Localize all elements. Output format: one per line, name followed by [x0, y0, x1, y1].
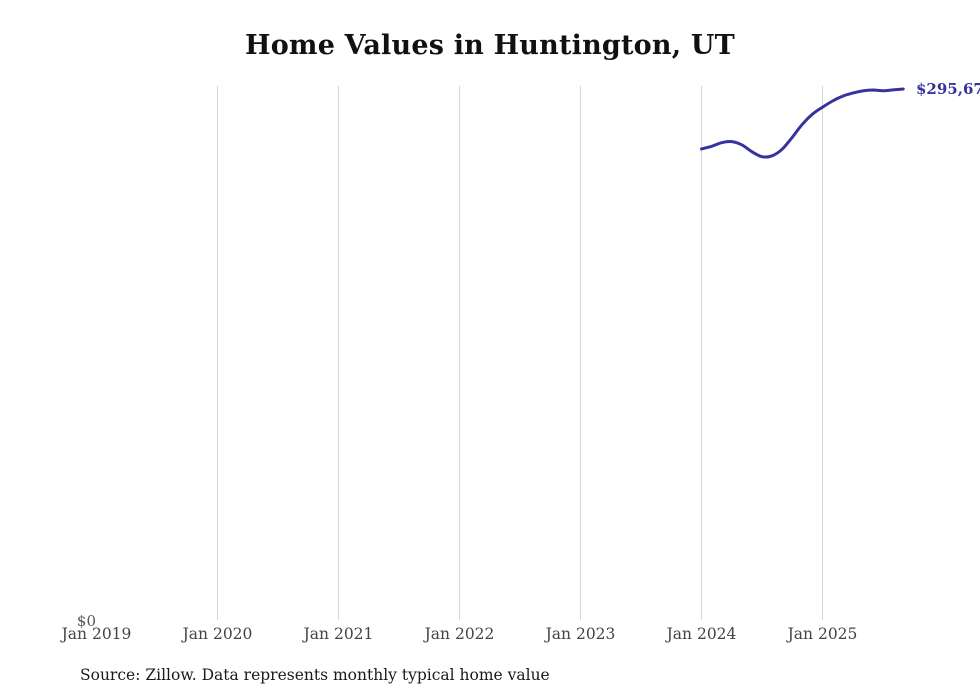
chart-title: Home Values in Huntington, UT: [245, 30, 735, 61]
latest-value-label: $295,677: [916, 80, 980, 98]
home-value-line: [700, 87, 905, 159]
x-tick-label: Jan 2024: [666, 625, 737, 643]
vertical-gridlines: [217, 86, 823, 620]
x-tick-label: Jan 2022: [424, 625, 495, 643]
x-tick-label: Jan 2019: [61, 625, 132, 643]
y-axis-zero-label: $0: [76, 612, 96, 630]
x-tick-label: Jan 2025: [787, 625, 858, 643]
source-note: Source: Zillow. Data represents monthly …: [80, 666, 550, 684]
x-tick-label: Jan 2023: [545, 625, 616, 643]
x-tick-label: Jan 2020: [182, 625, 253, 643]
x-tick-label: Jan 2021: [303, 625, 374, 643]
